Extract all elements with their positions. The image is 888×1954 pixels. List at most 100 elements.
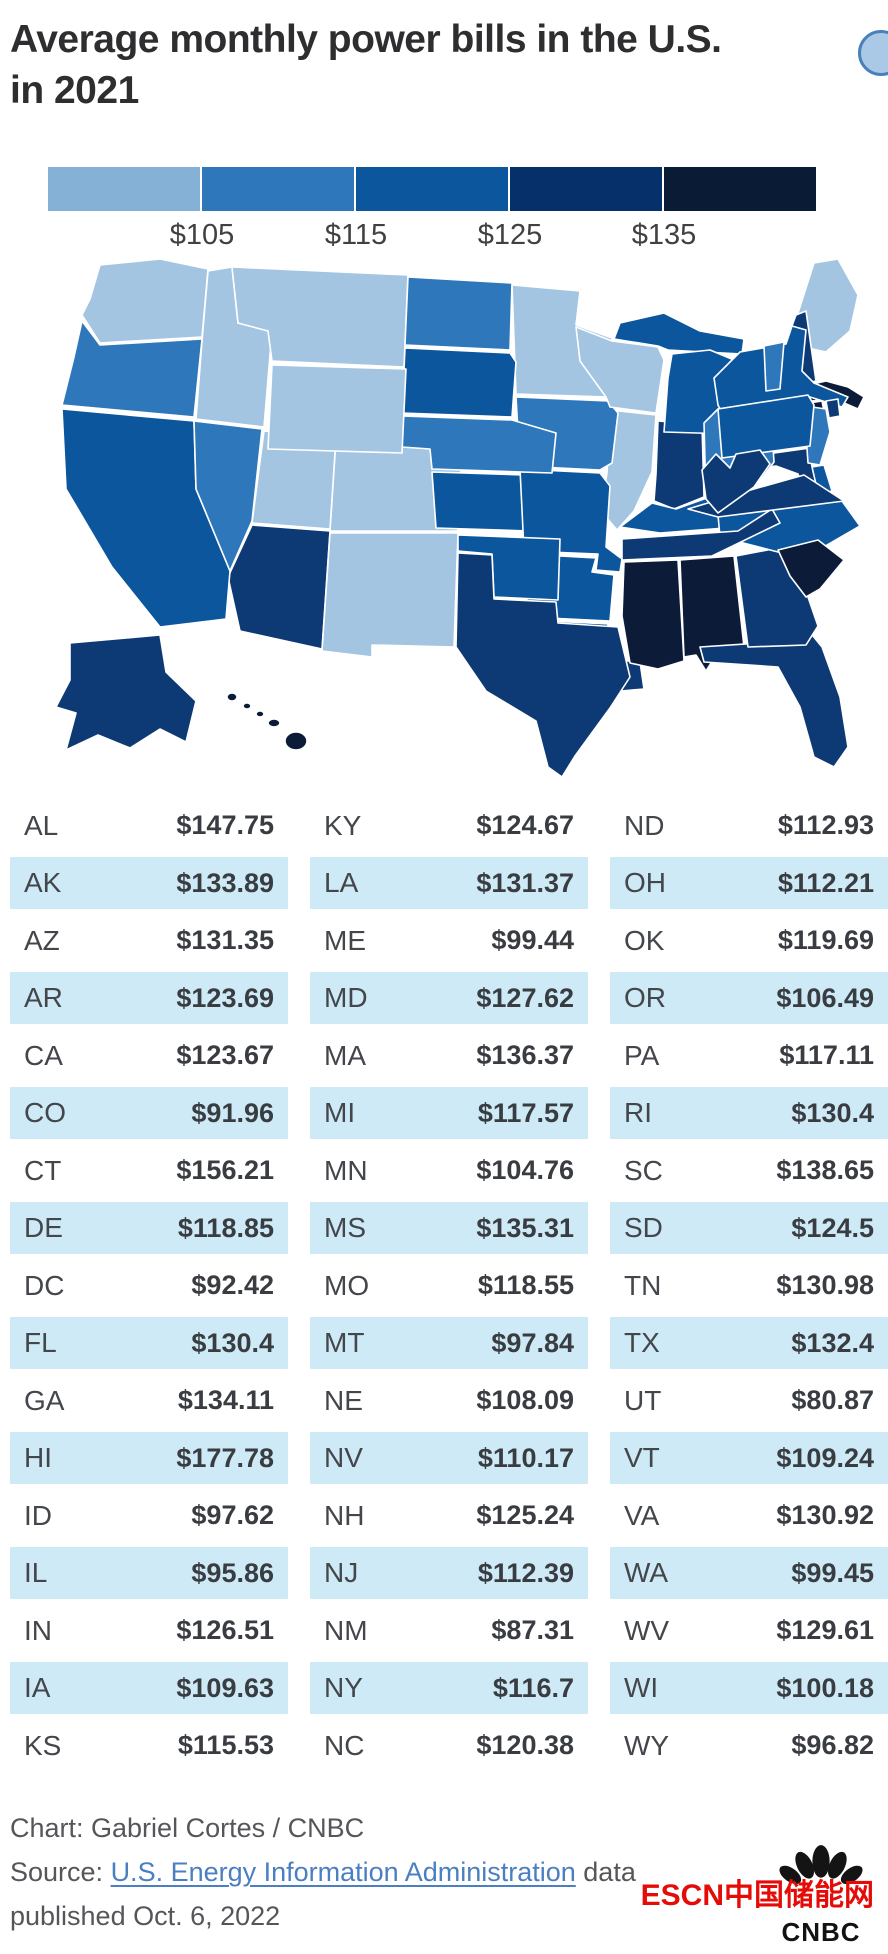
map-state-TX[interactable] — [455, 552, 631, 778]
state-abbr: AZ — [24, 924, 60, 956]
state-value: $80.87 — [791, 1385, 874, 1416]
source-prefix: Source: — [10, 1857, 111, 1888]
table-row-VT: VT $109.24 — [610, 1429, 888, 1487]
map-state-RI[interactable] — [825, 398, 841, 419]
page: Average monthly power bills in the U.S. … — [0, 14, 888, 1947]
state-value: $112.39 — [477, 1557, 574, 1588]
page-title: Average monthly power bills in the U.S. … — [10, 14, 878, 117]
table-row-MO: MO $118.55 — [310, 1257, 588, 1315]
map-state-VT[interactable] — [763, 341, 785, 392]
state-value: $123.69 — [176, 982, 274, 1013]
us-choropleth-map — [55, 258, 865, 778]
map-state-PA[interactable] — [717, 394, 815, 459]
state-abbr: TN — [624, 1269, 662, 1301]
map-state-HI[interactable] — [267, 718, 281, 728]
map-state-WA[interactable] — [81, 258, 209, 344]
state-value: $120.38 — [476, 1730, 574, 1761]
state-abbr: VA — [624, 1499, 660, 1531]
map-state-AZ[interactable] — [227, 524, 331, 650]
table-row-AZ: AZ $131.35 — [10, 912, 288, 970]
state-abbr: RI — [624, 1097, 652, 1129]
source-line2: published Oct. 6, 2022 — [10, 1901, 281, 1932]
map-state-AK[interactable] — [55, 634, 197, 751]
state-value: $115.53 — [177, 1730, 274, 1761]
map-state-TN[interactable] — [621, 508, 781, 561]
state-value: $130.4 — [791, 1097, 874, 1128]
state-abbr: WY — [624, 1729, 670, 1761]
state-abbr: AK — [24, 867, 62, 899]
state-abbr: CO — [24, 1097, 66, 1129]
table-row-MS: MS $135.31 — [310, 1199, 588, 1257]
state-abbr: UT — [624, 1384, 662, 1416]
map-state-SD[interactable] — [401, 347, 517, 418]
map-state-WI[interactable] — [575, 326, 665, 414]
state-value: $99.44 — [491, 925, 574, 956]
state-value: $99.45 — [791, 1557, 874, 1588]
map-state-IN[interactable] — [653, 420, 705, 510]
state-abbr: NC — [324, 1729, 365, 1761]
state-abbr: ND — [624, 809, 665, 841]
state-abbr: MT — [324, 1327, 365, 1359]
state-abbr: ID — [24, 1499, 52, 1531]
state-value: $136.37 — [476, 1040, 574, 1071]
escn-watermark: ESCN中国储能网 — [640, 1879, 874, 1913]
table-column-1: AL $147.75 AK $133.89 AZ $131.35 AR $123.69 CA $1… — [10, 797, 288, 1775]
table-row-MT: MT $97.84 — [310, 1314, 588, 1372]
legend-label-125: $125 — [477, 218, 543, 251]
map-state-MT[interactable] — [231, 266, 409, 368]
state-abbr: DE — [24, 1212, 63, 1244]
map-state-MS[interactable] — [621, 559, 685, 670]
state-abbr: AR — [24, 982, 63, 1014]
table-row-ID: ID $97.62 — [10, 1487, 288, 1545]
map-state-ND[interactable] — [404, 276, 513, 351]
table-row-PA: PA $117.11 — [610, 1027, 888, 1085]
map-state-HI[interactable] — [242, 702, 252, 710]
table-row-NV: NV $110.17 — [310, 1429, 588, 1487]
table-row-AL: AL $147.75 — [10, 797, 288, 855]
state-abbr: OR — [624, 982, 666, 1014]
table-row-UT: UT $80.87 — [610, 1372, 888, 1430]
state-abbr: MO — [324, 1269, 370, 1301]
legend-swatch-2 — [354, 166, 508, 211]
info-bubble-button[interactable] — [858, 30, 888, 76]
state-abbr: WA — [624, 1557, 669, 1589]
state-abbr: IA — [24, 1672, 51, 1704]
state-value: $110.17 — [477, 1442, 574, 1473]
map-state-HI[interactable] — [226, 692, 238, 702]
state-value: $91.96 — [191, 1097, 274, 1128]
legend-label-135: $135 — [631, 218, 697, 251]
map-state-SC[interactable] — [777, 539, 845, 598]
table-row-ME: ME $99.44 — [310, 912, 588, 970]
state-abbr: OK — [624, 924, 665, 956]
source-link[interactable]: U.S. Energy Information Administration — [110, 1857, 576, 1888]
table-row-TX: TX $132.4 — [610, 1314, 888, 1372]
table-row-WY: WY $96.82 — [610, 1717, 888, 1775]
table-row-HI: HI $177.78 — [10, 1429, 288, 1487]
map-state-OR[interactable] — [61, 320, 203, 418]
state-value: $132.4 — [791, 1327, 874, 1358]
state-value: $123.67 — [176, 1040, 274, 1071]
state-abbr: MA — [324, 1039, 366, 1071]
state-value: $134.11 — [177, 1385, 274, 1416]
map-state-NM[interactable] — [321, 532, 459, 658]
state-value: $117.11 — [779, 1040, 874, 1071]
state-value: $104.76 — [476, 1155, 574, 1186]
state-value: $133.89 — [176, 867, 274, 898]
map-state-HI[interactable] — [255, 710, 265, 718]
map-state-NV[interactable] — [193, 420, 263, 572]
state-abbr: MN — [324, 1154, 368, 1186]
state-abbr: NH — [324, 1499, 365, 1531]
table-row-NC: NC $120.38 — [310, 1717, 588, 1775]
state-abbr: CA — [24, 1039, 63, 1071]
state-abbr: NJ — [324, 1557, 359, 1589]
legend-label-105: $105 — [169, 218, 235, 251]
state-abbr: OH — [624, 867, 666, 899]
map-state-HI[interactable] — [284, 731, 308, 751]
map-state-WY[interactable] — [267, 364, 407, 454]
state-abbr: ME — [324, 924, 366, 956]
map-state-NE[interactable] — [401, 415, 557, 474]
table-row-NH: NH $125.24 — [310, 1487, 588, 1545]
state-value: $118.85 — [177, 1212, 274, 1243]
source-line: Source: U.S. Energy Information Administ… — [10, 1850, 878, 1894]
map-state-WV[interactable] — [701, 449, 771, 514]
